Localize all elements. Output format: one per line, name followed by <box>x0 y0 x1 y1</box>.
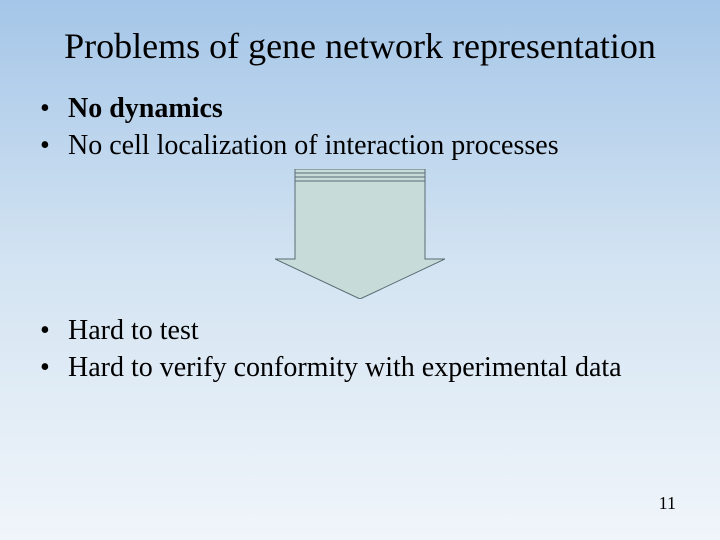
bullet-text: No dynamics <box>68 93 223 124</box>
bullet-text: Hard to test <box>68 315 199 346</box>
slide-title: Problems of gene network representation <box>28 26 692 67</box>
bullets-bottom: Hard to test Hard to verify conformity w… <box>28 313 692 385</box>
bullet-text: No cell localization of interaction proc… <box>68 130 559 161</box>
arrow-container <box>28 169 692 299</box>
page-number: 11 <box>659 493 676 514</box>
bullet-item: No cell localization of interaction proc… <box>40 128 692 163</box>
arrow-shape <box>275 169 445 299</box>
down-arrow-icon <box>275 169 445 299</box>
bullet-item: No dynamics <box>40 91 692 126</box>
slide: Problems of gene network representation … <box>0 0 720 540</box>
bullets-top: No dynamics No cell localization of inte… <box>28 91 692 163</box>
bullet-text: Hard to verify conformity with experimen… <box>68 352 622 383</box>
bullet-item: Hard to test <box>40 313 692 348</box>
bullet-item: Hard to verify conformity with experimen… <box>40 350 692 385</box>
